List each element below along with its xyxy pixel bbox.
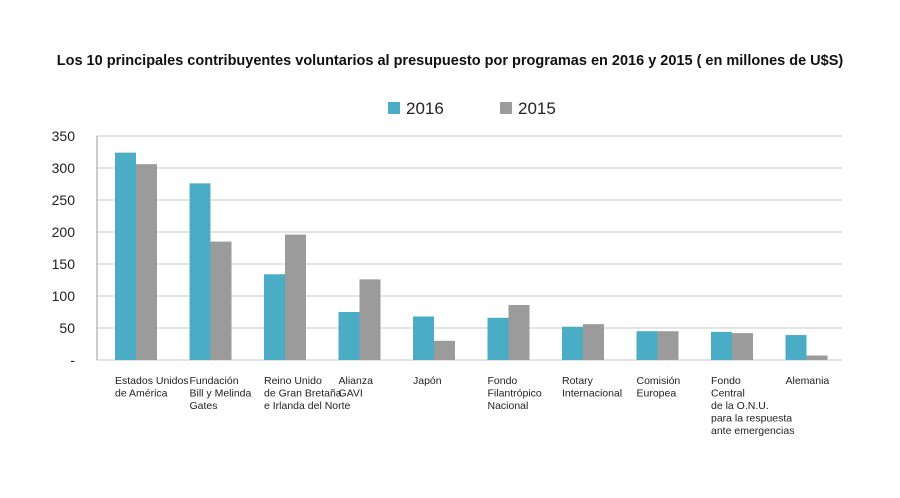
bar-2016-9 <box>711 331 732 360</box>
bar-2016-7 <box>562 326 583 360</box>
bar-2016-6 <box>487 317 509 360</box>
bar-2015-3 <box>285 234 306 360</box>
y-tick-label: 250 <box>52 192 76 208</box>
bar-2016-10 <box>785 335 807 360</box>
legend-swatch-2016 <box>388 102 400 114</box>
bar-2015-9 <box>732 333 753 360</box>
bar-2015-5 <box>434 340 455 360</box>
y-tick-label: 50 <box>59 320 75 336</box>
bar-2016-3 <box>264 274 285 360</box>
y-tick-label: 100 <box>52 288 76 304</box>
chart-title: Los 10 principales contribuyentes volunt… <box>56 53 844 69</box>
category-label: Alianza GAVI <box>339 375 374 400</box>
bar-2015-1 <box>136 164 157 360</box>
bar-2015-10 <box>806 355 828 360</box>
y-tick-label: - <box>70 352 75 368</box>
y-tick-label: 150 <box>52 256 76 272</box>
category-label: Fondo Filantrópico Nacional <box>488 375 542 412</box>
bar-2016-2 <box>189 183 211 360</box>
bar-2015-7 <box>583 324 604 360</box>
bar-2016-1 <box>115 152 136 360</box>
legend-label-2015: 2015 <box>518 99 556 118</box>
bar-2016-4 <box>338 312 360 360</box>
legend-swatch-2015 <box>500 102 512 114</box>
y-tick-label: 200 <box>52 224 76 240</box>
y-tick-label: 300 <box>52 160 76 176</box>
category-label: Fundación Bill y Melinda Gates <box>190 375 252 412</box>
bar-2015-8 <box>657 331 679 360</box>
bar-2015-4 <box>359 279 381 360</box>
category-label: Estados Unidos de América <box>115 375 189 400</box>
legend-label-2016: 2016 <box>406 99 444 118</box>
category-label: Rotary Internacional <box>562 375 622 400</box>
category-label: Japón <box>413 375 442 387</box>
category-label: Comisión Europea <box>637 375 681 400</box>
category-label: Reino Unido de Gran Bretaña e Irlanda del … <box>264 375 351 412</box>
bar-2016-5 <box>413 316 434 360</box>
bar-2015-6 <box>508 304 530 360</box>
bar-2016-8 <box>636 331 658 360</box>
bar-2015-2 <box>210 241 232 360</box>
category-label: Alemania <box>786 375 830 387</box>
y-tick-label: 350 <box>52 128 76 144</box>
category-label: Fondo Central de la O.N.U. para la respuest… <box>711 375 794 437</box>
